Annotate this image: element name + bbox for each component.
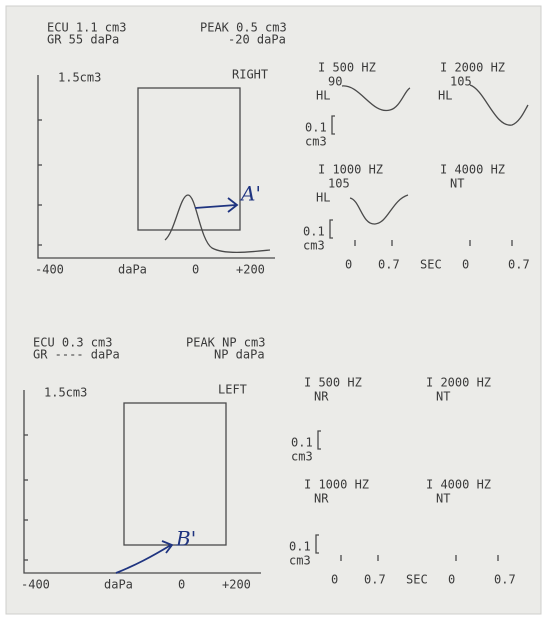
reflex-level: 90	[328, 75, 342, 89]
reflex-scale-unit: cm3	[305, 135, 327, 149]
reflex-level: NR	[314, 492, 329, 506]
time-axis-label: 0	[448, 573, 455, 587]
handwritten-annotation: B'	[175, 527, 196, 551]
reflex-unit: HL	[316, 191, 330, 205]
reflex-unit: HL	[438, 89, 452, 103]
reflex-frequency: I 500 HZ	[304, 376, 362, 390]
reflex-level: NT	[450, 177, 464, 191]
gr-peak: -20 daPa	[228, 33, 286, 47]
reflex-frequency: I 4000 HZ	[426, 478, 491, 492]
time-axis-label: 0	[331, 573, 338, 587]
gr-peak: NP daPa	[214, 348, 265, 362]
reflex-frequency: I 1000 HZ	[304, 478, 369, 492]
reflex-level: 105	[328, 177, 350, 191]
reflex-frequency: I 4000 HZ	[440, 163, 505, 177]
time-axis-label: SEC	[406, 573, 428, 587]
time-axis-label: SEC	[420, 258, 442, 272]
reflex-scale-value: 0.1	[289, 540, 311, 554]
x-axis-label: daPa	[104, 578, 133, 592]
x-axis-label: -400	[21, 578, 50, 592]
gr: GR ---- daPa	[33, 348, 120, 362]
reflex-level: 105	[450, 75, 472, 89]
x-axis-label: +200	[236, 263, 265, 277]
reflex-frequency: I 1000 HZ	[318, 163, 383, 177]
reflex-scale-value: 0.1	[305, 121, 327, 135]
time-axis-label: 0.7	[364, 573, 386, 587]
gr: GR 55 daPa	[47, 33, 119, 47]
reflex-level: NT	[436, 492, 450, 506]
scale-label: 1.5cm3	[58, 71, 101, 85]
scale-label: 1.5cm3	[44, 386, 87, 400]
x-axis-label: -400	[35, 263, 64, 277]
ear-label: LEFT	[218, 383, 247, 397]
time-axis-label: 0.7	[508, 258, 530, 272]
reflex-scale-value: 0.1	[303, 225, 325, 239]
reflex-scale-value: 0.1	[291, 436, 313, 450]
ear-label: RIGHT	[232, 68, 268, 82]
reflex-scale-unit: cm3	[289, 554, 311, 568]
x-axis-label: +200	[222, 578, 251, 592]
time-axis-label: 0	[345, 258, 352, 272]
time-axis-label: 0.7	[494, 573, 516, 587]
x-axis-label: 0	[192, 263, 199, 277]
reflex-unit: HL	[316, 89, 330, 103]
reflex-frequency: I 2000 HZ	[440, 61, 505, 75]
report: ECU 1.1 cm3PEAK 0.5 cm3GR 55 daPa-20 daP…	[0, 0, 547, 620]
x-axis-label: daPa	[118, 263, 147, 277]
reflex-frequency: I 500 HZ	[318, 61, 376, 75]
reflex-level: NR	[314, 390, 329, 404]
reflex-scale-unit: cm3	[291, 450, 313, 464]
reflex-level: NT	[436, 390, 450, 404]
x-axis-label: 0	[178, 578, 185, 592]
reflex-frequency: I 2000 HZ	[426, 376, 491, 390]
reflex-scale-unit: cm3	[303, 239, 325, 253]
time-axis-label: 0.7	[378, 258, 400, 272]
time-axis-label: 0	[462, 258, 469, 272]
paper	[6, 6, 541, 614]
handwritten-annotation: A'	[239, 182, 261, 206]
